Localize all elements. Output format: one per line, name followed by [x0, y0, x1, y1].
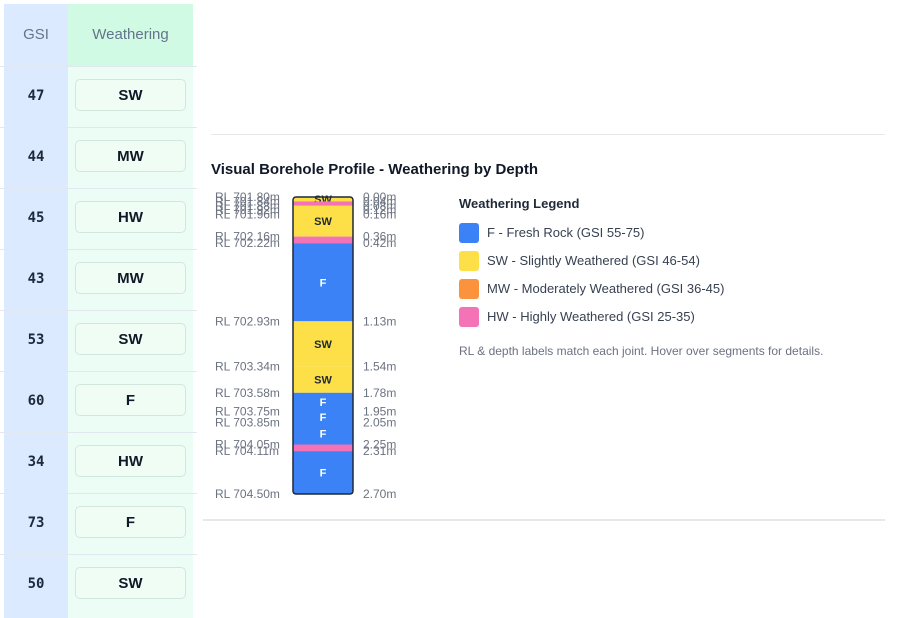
- depth-label: 1.54m: [363, 359, 396, 373]
- weathering-select-button[interactable]: MW: [75, 140, 186, 172]
- depth-label: 1.78m: [363, 386, 396, 400]
- weathering-select-button[interactable]: SW: [75, 567, 186, 599]
- rl-label: RL 704.11m: [215, 444, 279, 458]
- row-divider: [0, 310, 197, 311]
- rl-label: RL 702.16m: [215, 230, 280, 244]
- gsi-value: 73: [27, 515, 45, 531]
- weathering-select-button[interactable]: F: [75, 506, 186, 538]
- segment-label: F: [320, 277, 327, 289]
- depth-label: 0.08m: [363, 199, 396, 213]
- gsi-value: 45: [27, 210, 45, 226]
- gsi-column: [4, 4, 68, 618]
- gsi-value: 43: [27, 271, 45, 287]
- row-divider: [0, 66, 197, 67]
- legend-swatch: [459, 307, 479, 327]
- row-divider: [0, 127, 197, 128]
- legend-label: SW - Slightly Weathered (GSI 46-54): [487, 253, 700, 268]
- gsi-header: GSI: [4, 4, 68, 66]
- segment-label: F: [320, 412, 327, 424]
- rl-label: RL 703.34m: [215, 359, 280, 373]
- depth-label: 2.25m: [363, 438, 396, 452]
- weathering-header: Weathering: [68, 4, 193, 66]
- borehole-segment[interactable]: [293, 321, 353, 367]
- gsi-value: 34: [27, 454, 45, 470]
- rl-label: RL 701.92m: [215, 203, 280, 217]
- borehole-segment[interactable]: [293, 201, 353, 206]
- row-divider: [0, 188, 197, 189]
- panel-divider-bottom: [203, 519, 885, 521]
- segment-label: F: [320, 429, 327, 441]
- borehole-segment[interactable]: [293, 243, 353, 322]
- depth-label: 0.42m: [363, 236, 396, 250]
- legend-swatch: [459, 223, 479, 243]
- row-divider: [0, 249, 197, 250]
- segment-label: F: [320, 397, 327, 409]
- segment-label: F: [320, 468, 327, 480]
- depth-label: 1.13m: [363, 314, 396, 328]
- segment-label: SW: [314, 339, 332, 351]
- gsi-value: 50: [27, 576, 45, 592]
- borehole-segment[interactable]: [293, 411, 353, 423]
- rl-label: RL 701.88m: [215, 199, 280, 213]
- borehole-segment[interactable]: [293, 392, 353, 412]
- legend-label: F - Fresh Rock (GSI 55-75): [487, 225, 645, 240]
- weathering-select-button[interactable]: SW: [75, 79, 186, 111]
- borehole-segment[interactable]: [293, 451, 353, 494]
- depth-label: 0.36m: [363, 230, 396, 244]
- weathering-select-button[interactable]: MW: [75, 262, 186, 294]
- weathering-select-button[interactable]: SW: [75, 323, 186, 355]
- legend-note: RL & depth labels match each joint. Hove…: [459, 344, 824, 358]
- depth-label: 1.95m: [363, 405, 396, 419]
- legend-swatch: [459, 251, 479, 271]
- legend-title: Weathering Legend: [459, 196, 580, 211]
- panel-divider-top: [211, 134, 885, 135]
- depth-label: 2.05m: [363, 416, 396, 430]
- rl-label: RL 704.50m: [215, 487, 280, 501]
- gsi-value: 53: [27, 332, 45, 348]
- borehole-segment[interactable]: [293, 366, 353, 393]
- legend-label: HW - Highly Weathered (GSI 25-35): [487, 309, 695, 324]
- gsi-value: 44: [27, 149, 45, 165]
- borehole-segment[interactable]: [293, 444, 353, 452]
- rl-label: RL 701.96m: [215, 208, 280, 222]
- row-divider: [0, 493, 197, 494]
- borehole-outline: [292, 196, 354, 495]
- row-divider: [0, 554, 197, 555]
- rl-label: RL 703.58m: [215, 386, 280, 400]
- rl-label: RL 704.05m: [215, 438, 280, 452]
- rl-label: RL 702.22m: [215, 236, 280, 250]
- borehole-segment[interactable]: [293, 205, 353, 237]
- depth-label: 0.04m: [363, 194, 396, 208]
- borehole-segment[interactable]: [293, 197, 353, 202]
- profile-title: Visual Borehole Profile - Weathering by …: [211, 161, 539, 178]
- rl-label: RL 702.93m: [215, 314, 280, 328]
- weathering-select-button[interactable]: F: [75, 384, 186, 416]
- depth-label: 0.12m: [363, 203, 396, 217]
- rl-label: RL 703.75m: [215, 405, 280, 419]
- row-divider: [0, 432, 197, 433]
- segment-label: SW: [314, 375, 332, 387]
- weathering-select-button[interactable]: HW: [75, 201, 186, 233]
- row-divider: [0, 371, 197, 372]
- depth-label: 2.31m: [363, 444, 396, 458]
- depth-label: 2.70m: [363, 487, 396, 501]
- legend-label: MW - Moderately Weathered (GSI 36-45): [487, 281, 725, 296]
- segment-label: SW: [314, 216, 332, 228]
- depth-label: 0.00m: [363, 190, 396, 204]
- borehole-segment[interactable]: [293, 236, 353, 244]
- gsi-value: 60: [27, 393, 45, 409]
- gsi-value: 47: [27, 88, 45, 104]
- rl-label: RL 701.84m: [215, 194, 280, 208]
- depth-label: 0.16m: [363, 208, 396, 222]
- legend-swatch: [459, 279, 479, 299]
- rl-label: RL 701.80m: [215, 190, 280, 204]
- weathering-select-button[interactable]: HW: [75, 445, 186, 477]
- borehole-segment[interactable]: [293, 422, 353, 445]
- rl-label: RL 703.85m: [215, 416, 280, 430]
